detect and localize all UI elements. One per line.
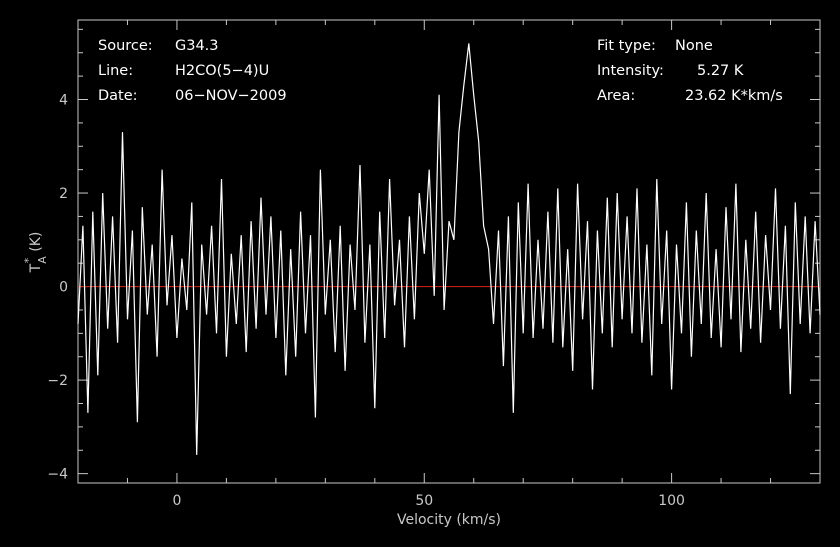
y-tick-label: 2 — [59, 186, 68, 202]
y-tick-label: −4 — [47, 467, 68, 483]
x-tick-label: 50 — [415, 493, 433, 509]
annotations-right: Fit type: None Intensity: 5.27 K Area: 2… — [597, 38, 783, 104]
spectrum-line — [77, 43, 821, 455]
line-value: H2CO(5−4)U — [175, 63, 269, 79]
x-tick-label: 0 — [172, 493, 181, 509]
tick-labels: 0 50 100 −4 −2 0 2 4 — [47, 93, 685, 509]
y-tick-label: 0 — [59, 280, 68, 296]
fit-type-label: Fit type: — [597, 38, 656, 54]
area-label: Area: — [597, 88, 635, 104]
x-axis-label: Velocity (km/s) — [397, 512, 501, 528]
area-value: 23.62 K*km/s — [685, 88, 783, 104]
y-tick-label: −2 — [47, 373, 68, 389]
annotations-left: Source: G34.3 Line: H2CO(5−4)U Date: 06−… — [98, 38, 287, 104]
date-value: 06−NOV−2009 — [175, 88, 287, 104]
x-tick-label: 100 — [658, 493, 685, 509]
fit-type-value: None — [675, 38, 713, 54]
source-label: Source: — [98, 38, 153, 54]
date-label: Date: — [98, 88, 138, 104]
intensity-value: 5.27 K — [697, 63, 744, 79]
y-tick-label: 4 — [59, 93, 68, 109]
plot-frame — [77, 19, 821, 484]
line-label: Line: — [98, 63, 133, 79]
y-axis-label: TA*(K) — [22, 232, 49, 274]
source-value: G34.3 — [175, 38, 219, 54]
intensity-label: Intensity: — [597, 63, 664, 79]
